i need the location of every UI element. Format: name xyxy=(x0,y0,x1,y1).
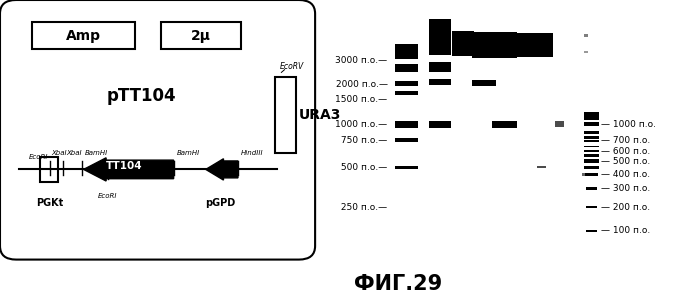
Text: EcoRV: EcoRV xyxy=(280,62,304,72)
Text: — 100 п.о.: — 100 п.о. xyxy=(601,226,650,236)
Bar xyxy=(584,136,599,138)
Bar xyxy=(395,91,418,94)
Bar xyxy=(584,166,599,169)
Text: XbaI: XbaI xyxy=(52,150,67,156)
Bar xyxy=(429,62,452,72)
Bar xyxy=(512,33,535,57)
Bar xyxy=(584,122,599,127)
Bar xyxy=(584,132,599,134)
Bar xyxy=(584,146,599,147)
Bar xyxy=(554,121,564,127)
Text: 2μ: 2μ xyxy=(191,29,211,42)
Text: BamHI: BamHI xyxy=(177,150,200,156)
FancyBboxPatch shape xyxy=(41,157,58,182)
Bar xyxy=(429,79,452,85)
Bar xyxy=(395,64,418,72)
Text: 1000 п.о.—: 1000 п.о.— xyxy=(336,120,387,129)
Text: — 600 п.о.: — 600 п.о. xyxy=(601,147,650,156)
Bar xyxy=(429,19,452,55)
Text: 750 п.о.—: 750 п.о.— xyxy=(338,136,387,145)
Bar xyxy=(395,80,418,86)
Bar xyxy=(492,32,517,58)
Text: EcoRI: EcoRI xyxy=(29,154,48,160)
FancyBboxPatch shape xyxy=(275,77,296,153)
Bar xyxy=(395,138,418,142)
Text: BamHI: BamHI xyxy=(85,150,108,156)
Text: — 700 п.о.: — 700 п.о. xyxy=(601,137,650,146)
Text: 250 п.о.—: 250 п.о.— xyxy=(338,203,387,212)
Bar xyxy=(584,150,599,152)
Text: ФИГ.29: ФИГ.29 xyxy=(354,274,442,294)
Text: EcoRI: EcoRI xyxy=(98,193,117,199)
Text: — 1000 п.о.: — 1000 п.о. xyxy=(601,120,656,129)
Text: XbaI: XbaI xyxy=(66,150,82,156)
Bar xyxy=(395,121,418,128)
Bar xyxy=(395,166,418,169)
FancyBboxPatch shape xyxy=(161,22,241,49)
Text: — 400 п.о.: — 400 п.о. xyxy=(601,170,650,179)
Text: Amp: Amp xyxy=(66,29,101,42)
Bar xyxy=(582,173,586,176)
Bar xyxy=(395,44,418,59)
Bar xyxy=(584,154,599,157)
Bar xyxy=(452,31,475,56)
Text: 2000 п.о.—: 2000 п.о.— xyxy=(336,80,387,89)
Bar xyxy=(586,230,597,232)
Bar xyxy=(537,166,546,168)
Text: pGPD: pGPD xyxy=(205,198,236,208)
Text: pTT104: pTT104 xyxy=(107,87,176,105)
Bar xyxy=(584,159,599,163)
Bar xyxy=(429,121,452,128)
Text: PGKt: PGKt xyxy=(36,198,64,208)
Text: — 300 п.о.: — 300 п.о. xyxy=(601,184,650,193)
Bar xyxy=(584,34,588,37)
Text: — 200 п.о.: — 200 п.о. xyxy=(601,203,650,212)
Bar xyxy=(472,80,496,86)
Bar xyxy=(586,187,597,190)
FancyArrow shape xyxy=(206,159,238,180)
FancyBboxPatch shape xyxy=(32,22,135,49)
Text: URA3: URA3 xyxy=(299,108,341,122)
Bar xyxy=(584,50,588,53)
Bar xyxy=(472,32,496,58)
Text: 3000 п.о.—: 3000 п.о.— xyxy=(336,56,387,65)
Bar xyxy=(585,173,598,176)
Text: TT104: TT104 xyxy=(106,161,142,171)
Text: 500 п.о.—: 500 п.о.— xyxy=(338,163,387,172)
Bar xyxy=(584,140,599,142)
FancyArrow shape xyxy=(84,158,173,181)
Text: — 500 п.о.: — 500 п.о. xyxy=(601,157,650,166)
Bar xyxy=(492,121,517,128)
Text: HindIII: HindIII xyxy=(241,150,264,156)
Bar xyxy=(530,33,552,57)
Text: 1500 п.о.—: 1500 п.о.— xyxy=(336,95,387,104)
Bar xyxy=(584,112,599,120)
Bar xyxy=(586,206,597,208)
